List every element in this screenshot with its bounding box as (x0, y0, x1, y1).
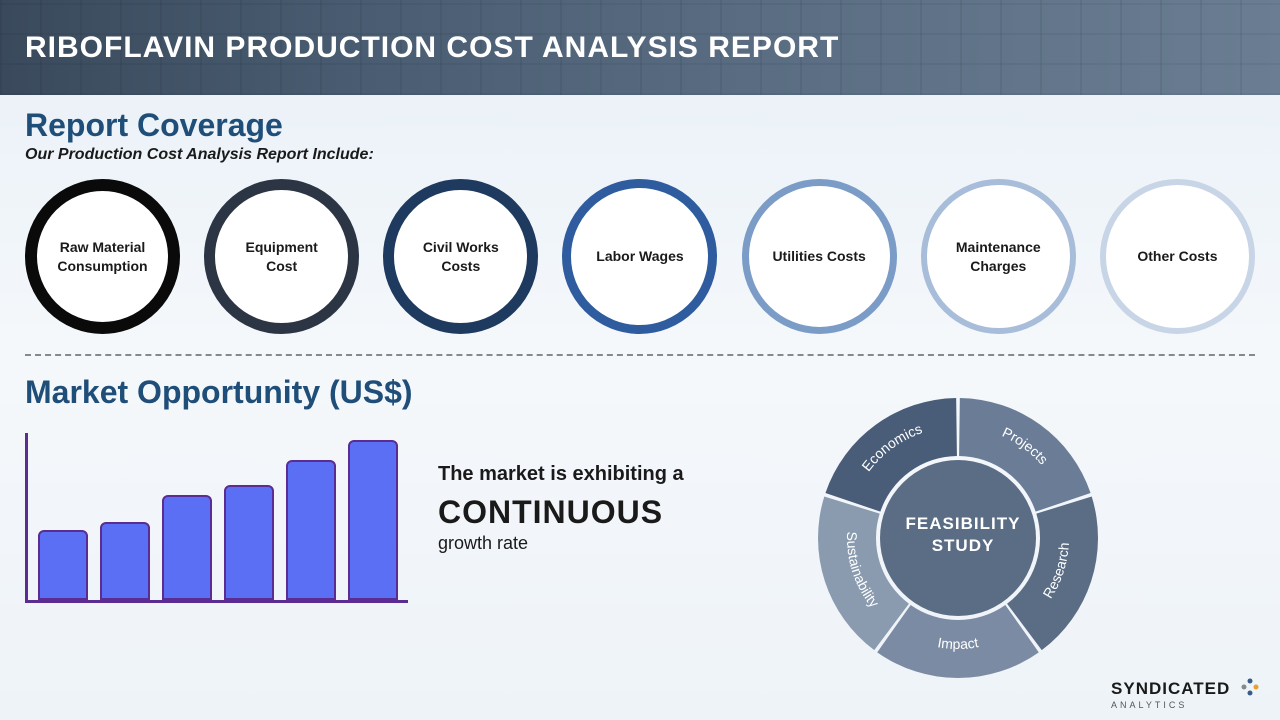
coverage-circle: Equipment Cost (204, 179, 359, 334)
brand-logo: SYNDICATED ANALYTICS (1111, 677, 1260, 710)
coverage-circle: Labor Wages (562, 179, 717, 334)
donut-segment-label: Impact (937, 634, 980, 652)
feasibility-donut: EconomicsProjectsResearchImpactSustainab… (808, 413, 1118, 703)
coverage-subtitle: Our Production Cost Analysis Report Incl… (25, 146, 1255, 164)
market-text-highlight: CONTINUOUS (438, 494, 778, 531)
bar-chart-area (25, 413, 408, 603)
coverage-circle: Raw Material Consumption (25, 179, 180, 334)
bar (348, 440, 398, 600)
bar (38, 530, 88, 600)
logo-dots-icon (1240, 677, 1260, 702)
content-area: Report Coverage Our Production Cost Anal… (0, 95, 1280, 703)
bar (100, 522, 150, 600)
bar-chart (25, 433, 408, 603)
coverage-circle: Civil Works Costs (383, 179, 538, 334)
coverage-circle: Maintenance Charges (921, 179, 1076, 334)
coverage-circle: Other Costs (1100, 179, 1255, 334)
coverage-circles-row: Raw Material ConsumptionEquipment CostCi… (25, 179, 1255, 334)
market-text-block: The market is exhibiting a CONTINUOUS gr… (438, 413, 778, 554)
coverage-circle: Utilities Costs (742, 179, 897, 334)
logo-sub: ANALYTICS (1111, 700, 1260, 710)
donut-center-label: FEASIBILITY STUDY (898, 513, 1028, 557)
market-text-line2: growth rate (438, 533, 778, 554)
market-text-line1: The market is exhibiting a (438, 463, 778, 486)
page-title: RIBOFLAVIN PRODUCTION COST ANALYSIS REPO… (25, 31, 839, 65)
bottom-section: The market is exhibiting a CONTINUOUS gr… (25, 413, 1255, 703)
section-divider (25, 354, 1255, 356)
logo-main: SYNDICATED (1111, 679, 1230, 698)
coverage-title: Report Coverage (25, 107, 1255, 144)
bar (286, 460, 336, 600)
bar (162, 495, 212, 600)
bar (224, 485, 274, 600)
header-banner: RIBOFLAVIN PRODUCTION COST ANALYSIS REPO… (0, 0, 1280, 95)
